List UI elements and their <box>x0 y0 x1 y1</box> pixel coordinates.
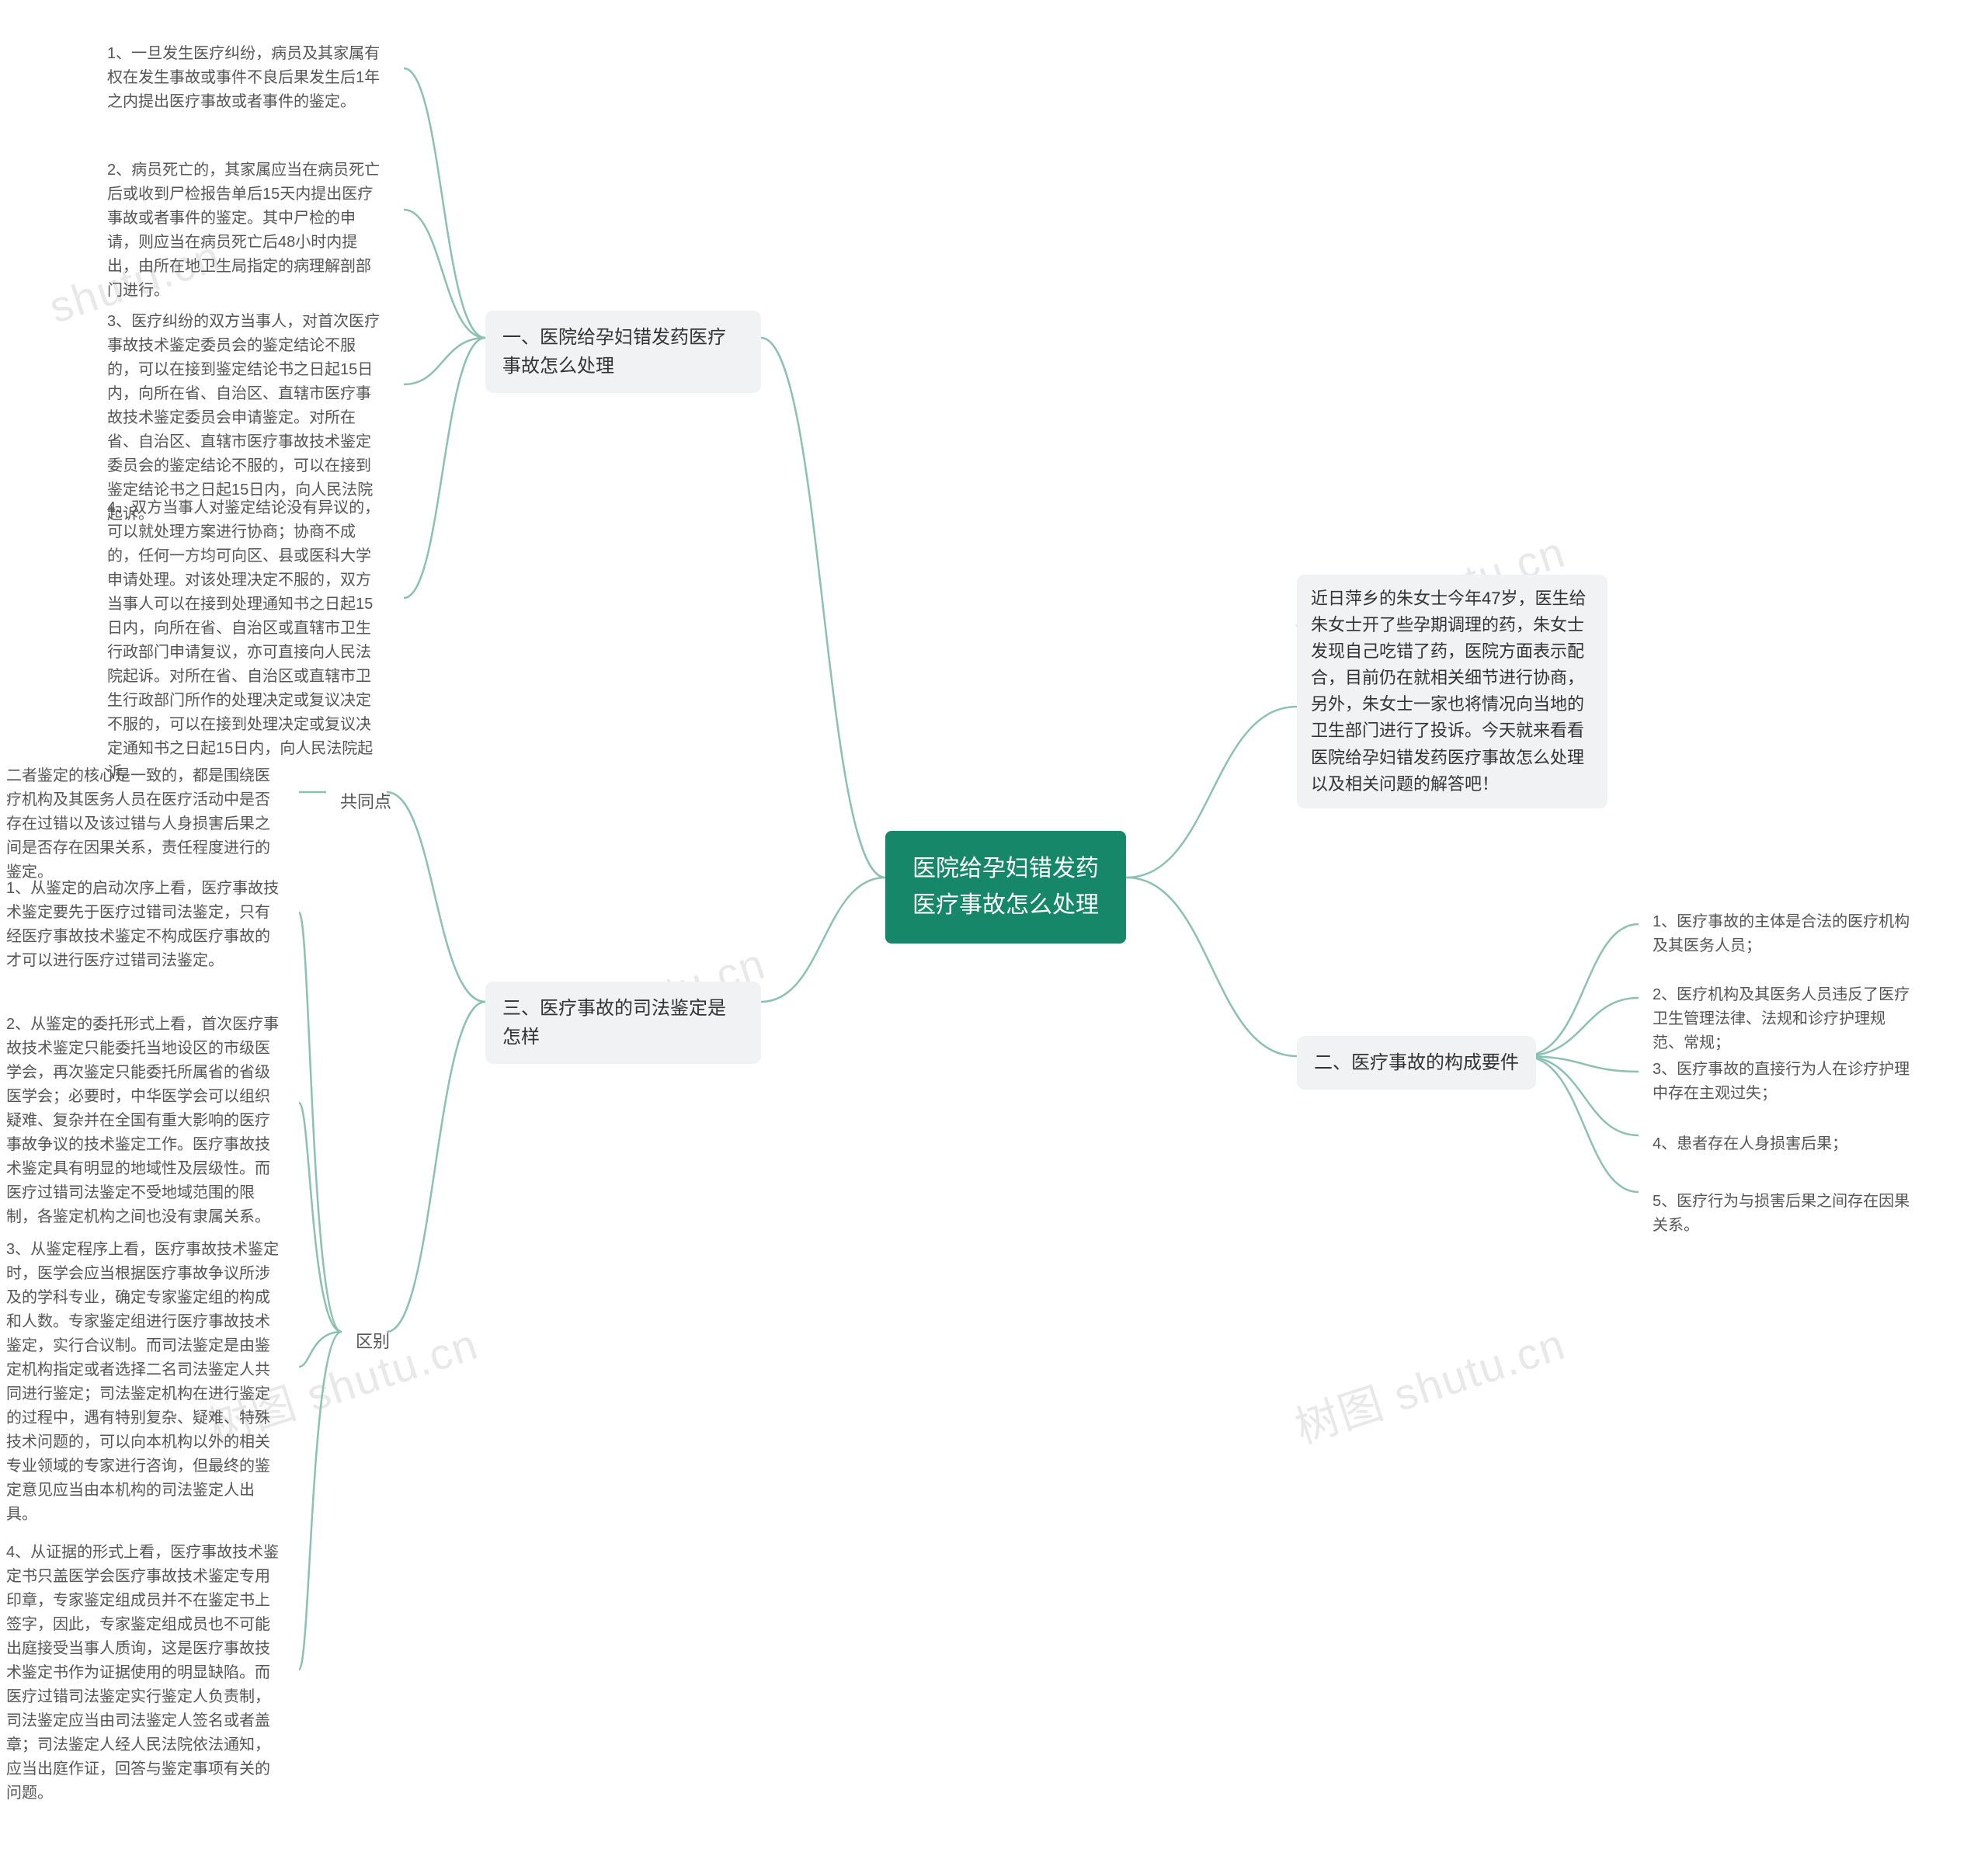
section-2: 二、医疗事故的构成要件 <box>1297 1036 1536 1090</box>
section2-item: 5、医疗行为与损害后果之间存在因果关系。 <box>1639 1179 1926 1249</box>
section3-diff-item: 4、从证据的形式上看，医疗事故技术鉴定书只盖医学会医疗事故技术鉴定专用印章，专家… <box>0 1530 295 1816</box>
section3-diff-item: 1、从鉴定的启动次序上看，医疗事故技术鉴定要先于医疗过错司法鉴定，只有经医疗事故… <box>0 866 295 984</box>
section3-diff-item: 2、从鉴定的委托形式上看，首次医疗事故技术鉴定只能委托当地设区的市级医学会，再次… <box>0 1002 295 1240</box>
section1-item: 1、一旦发生医疗纠纷，病员及其家属有权在发生事故或事件不良后果发生后1年之内提出… <box>93 31 396 125</box>
section-3: 三、医疗事故的司法鉴定是怎样 <box>485 982 761 1064</box>
section1-item: 2、病员死亡的，其家属应当在病员死亡后或收到尸检报告单后15天内提出医疗事故或者… <box>93 148 396 314</box>
section2-item: 3、医疗事故的直接行为人在诊疗护理中存在主观过失； <box>1639 1047 1926 1117</box>
section2-item: 4、患者存在人身损害后果； <box>1639 1121 1926 1167</box>
section3-common-label: 共同点 <box>326 778 405 826</box>
section2-item: 1、医疗事故的主体是合法的医疗机构及其医务人员； <box>1639 899 1926 969</box>
root-node: 医院给孕妇错发药医疗事故怎么处理 <box>885 831 1126 944</box>
watermark: 树图 shutu.cn <box>1286 1309 1573 1456</box>
section3-diff-label: 区别 <box>342 1318 404 1366</box>
section3-diff-item: 3、从鉴定程序上看，医疗事故技术鉴定时，医学会应当根据医疗事故争议所涉及的学科专… <box>0 1227 295 1538</box>
section1-item: 4、双方当事人对鉴定结论没有异议的，可以就处理方案进行协商；协商不成的，任何一方… <box>93 485 396 796</box>
section-1: 一、医院给孕妇错发药医疗事故怎么处理 <box>485 311 761 393</box>
intro-box: 近日萍乡的朱女士今年47岁，医生给朱女士开了些孕期调理的药，朱女士发现自己吃错了… <box>1297 575 1607 808</box>
